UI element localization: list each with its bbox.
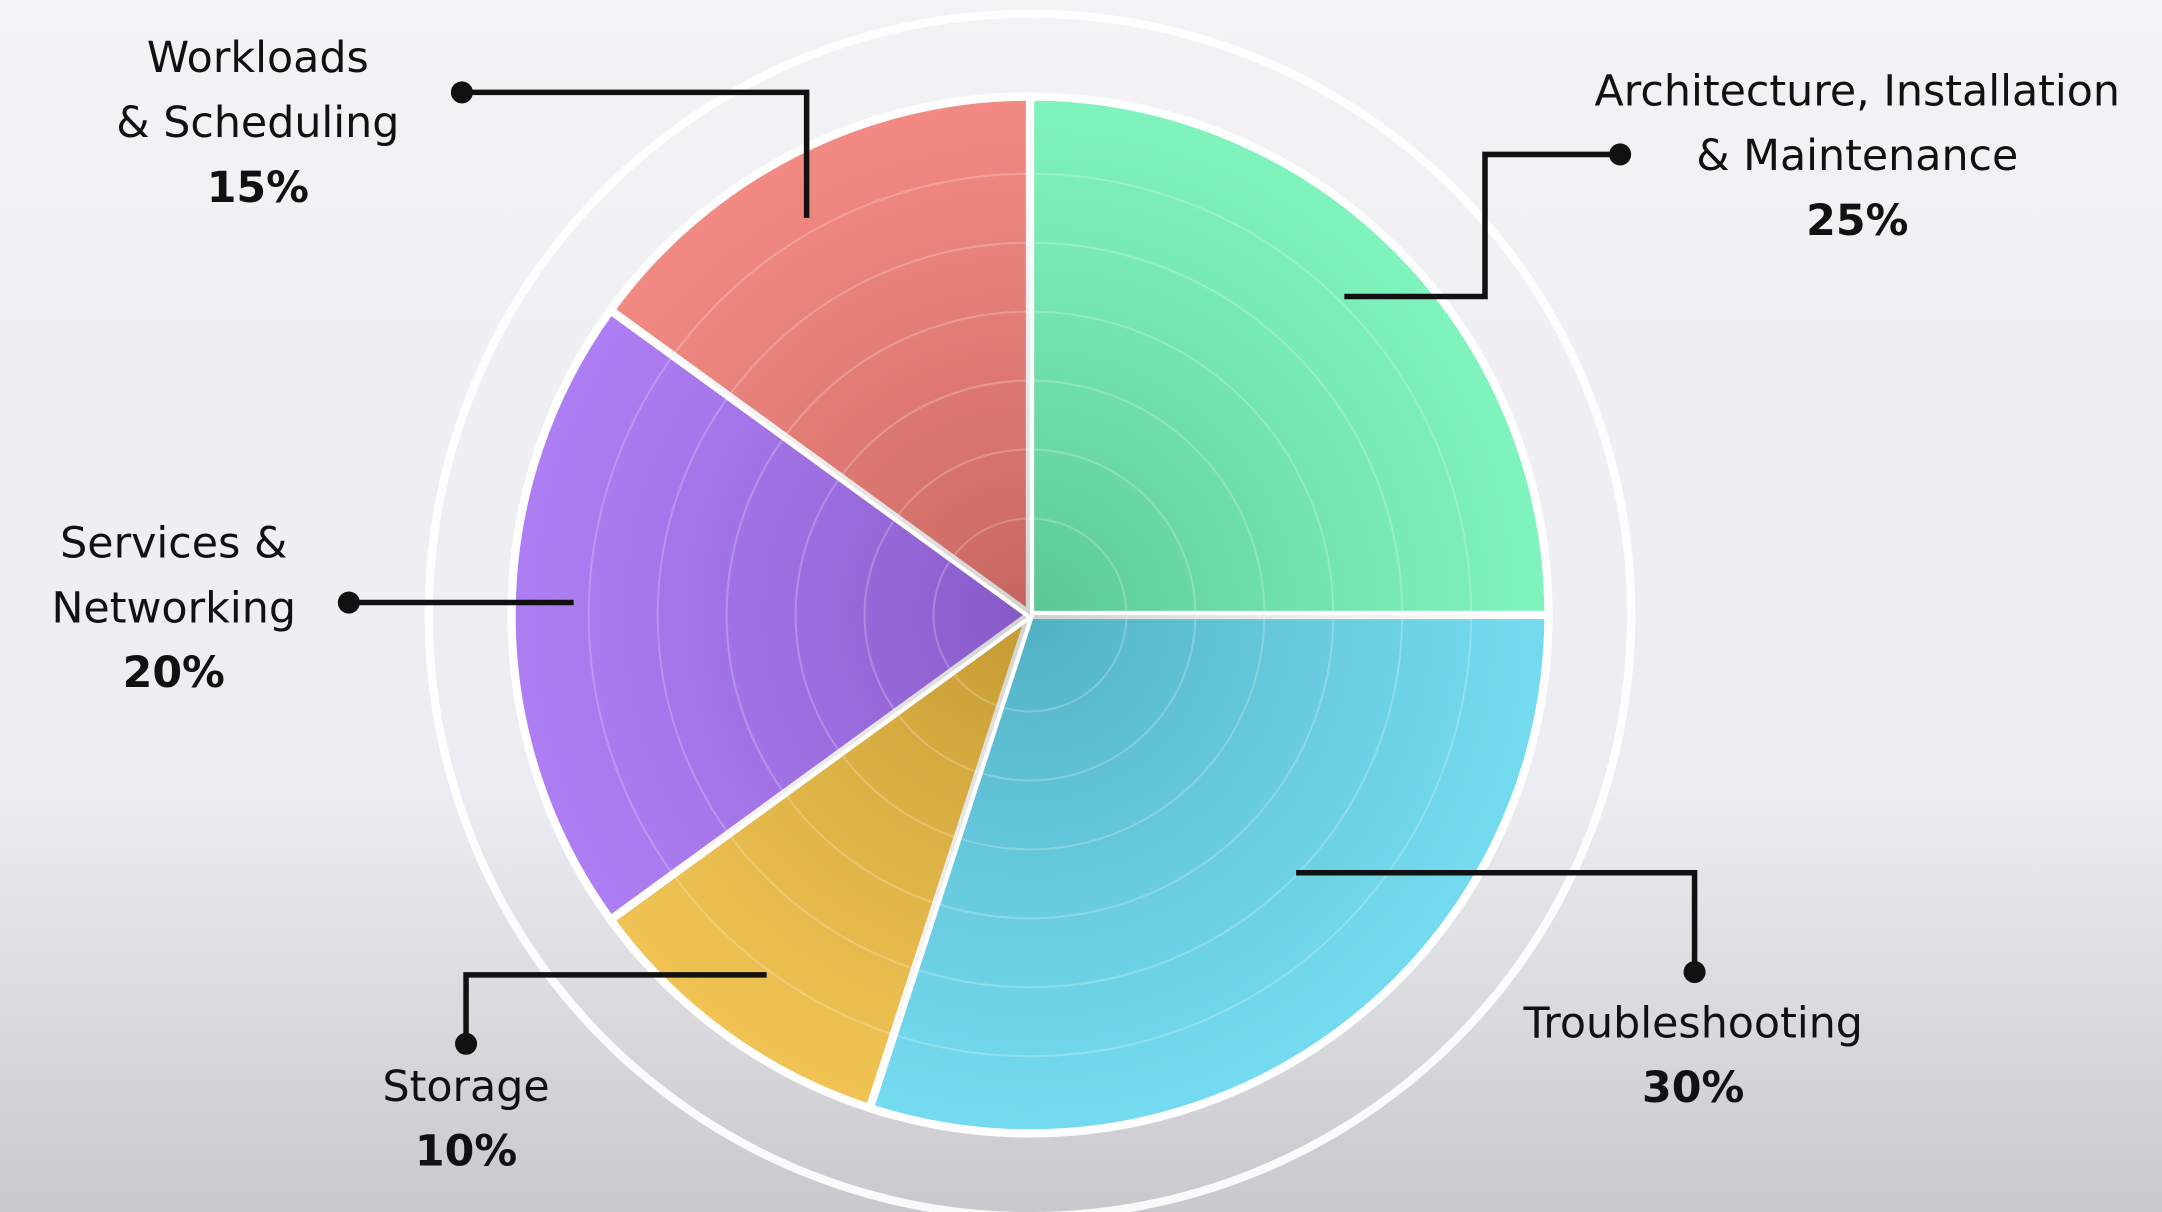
slice-shade — [610, 96, 1030, 615]
slice-label: Networking — [51, 583, 296, 633]
slice-shade — [511, 310, 1030, 920]
leader-dot — [1609, 143, 1632, 166]
labels: Architecture, Installation & Maintenance 2… — [51, 33, 2120, 1176]
leader-dot — [337, 591, 360, 614]
slice-label: & Maintenance — [1696, 131, 2018, 181]
slice-label: & Scheduling — [116, 98, 399, 148]
slice-shade — [869, 614, 1549, 1134]
slice-value-label: 10% — [415, 1127, 517, 1177]
slice-label: Services & — [60, 519, 287, 569]
slice-label: Architecture, Installation — [1595, 66, 2120, 116]
slice-label: Storage — [382, 1062, 549, 1112]
leader-line — [1296, 870, 1698, 973]
slice-value-label: 30% — [1642, 1063, 1744, 1113]
slice-label: Workloads — [147, 33, 369, 83]
leader-dot — [450, 81, 473, 104]
slice-label: Troubleshooting — [1522, 998, 1862, 1048]
outer-ring — [424, 9, 1636, 1212]
slice-shade — [610, 614, 1030, 1109]
leader-line — [463, 972, 767, 1044]
slice-value-label: 25% — [1806, 196, 1908, 246]
slice-value-label: 20% — [123, 648, 225, 698]
leader-line — [1344, 151, 1621, 300]
leader-dot — [1683, 961, 1706, 984]
slices — [507, 92, 1553, 1138]
slice-shade — [1029, 96, 1549, 615]
rings — [587, 172, 1473, 1058]
leader-line — [461, 89, 810, 218]
leader-dot — [455, 1032, 478, 1055]
slice-value-label: 15% — [207, 163, 309, 213]
